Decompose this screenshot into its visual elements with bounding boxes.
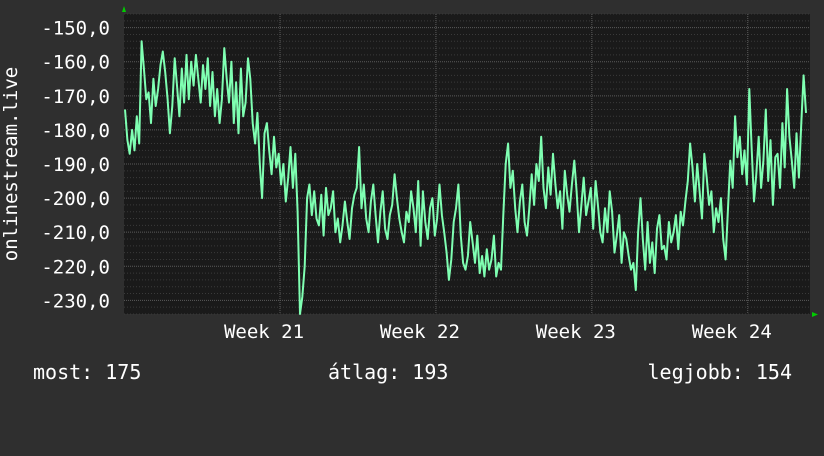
x-tick-label: Week 23 [536, 321, 616, 343]
x-tick-label: Week 21 [224, 321, 304, 343]
grid [124, 13, 810, 315]
chart: -150,0 -160,0 -170,0 -180,0 -190,0 -200,0 -210… [0, 6, 818, 343]
x-axis-arrow-icon [812, 312, 818, 317]
y-tick-label: -160,0 [41, 52, 110, 74]
average-value: átlag: 193 [328, 360, 449, 384]
y-axis-label: onlinestream.live [0, 67, 22, 261]
axis-arrows [122, 6, 818, 317]
current-value: most: 175 [33, 360, 142, 384]
y-tick-label: -170,0 [41, 86, 110, 108]
y-tick-label: -180,0 [41, 120, 110, 142]
y-tick-label: -200,0 [41, 188, 110, 210]
x-tick-label: Week 24 [692, 321, 772, 343]
x-axis: Week 21 Week 22 Week 23 Week 24 [224, 321, 772, 343]
y-tick-label: -190,0 [41, 154, 110, 176]
y-tick-label: -150,0 [41, 18, 110, 40]
y-tick-label: -220,0 [41, 256, 110, 278]
y-tick-label: -230,0 [41, 290, 110, 312]
y-axis: -150,0 -160,0 -170,0 -180,0 -190,0 -200,0 -210… [41, 18, 110, 313]
y-tick-label: -210,0 [41, 222, 110, 244]
x-tick-label: Week 22 [380, 321, 460, 343]
best-value: legjobb: 154 [647, 360, 793, 384]
stats-bar: most: 175 átlag: 193 legjobb: 154 [0, 360, 824, 390]
series-line [124, 40, 807, 315]
y-axis-arrow-icon [122, 6, 126, 12]
